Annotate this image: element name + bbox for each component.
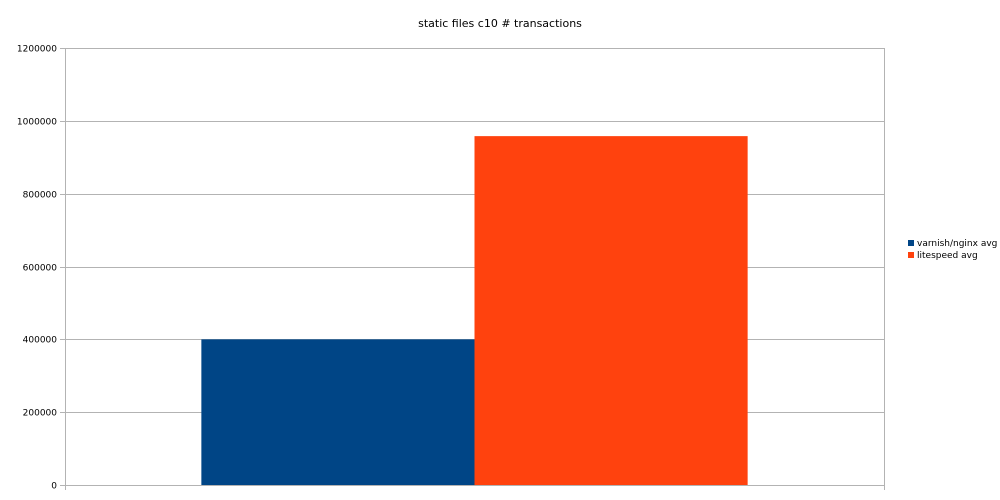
y-tick-label: 800000 bbox=[23, 191, 58, 201]
legend-label: litespeed avg bbox=[917, 251, 978, 261]
y-axis: 0 200000 400000 600000 800000 1000000 1200000 bbox=[17, 45, 885, 492]
y-tick-label: 600000 bbox=[23, 264, 58, 274]
y-tick-label: 400000 bbox=[23, 336, 58, 346]
legend-swatch bbox=[908, 252, 914, 258]
legend-swatch bbox=[908, 240, 914, 246]
y-tick-label: 1200000 bbox=[17, 45, 57, 55]
chart-title: static files c10 # transactions bbox=[418, 17, 582, 30]
bar-varnish-nginx bbox=[201, 339, 475, 485]
y-tick-label: 0 bbox=[51, 482, 57, 492]
legend-label: varnish/nginx avg bbox=[917, 239, 997, 249]
bars bbox=[201, 136, 748, 485]
bar-litespeed bbox=[474, 136, 748, 485]
y-tick-label: 200000 bbox=[23, 409, 58, 419]
legend: varnish/nginx avg litespeed avg bbox=[908, 239, 997, 261]
y-tick-label: 1000000 bbox=[17, 118, 57, 128]
